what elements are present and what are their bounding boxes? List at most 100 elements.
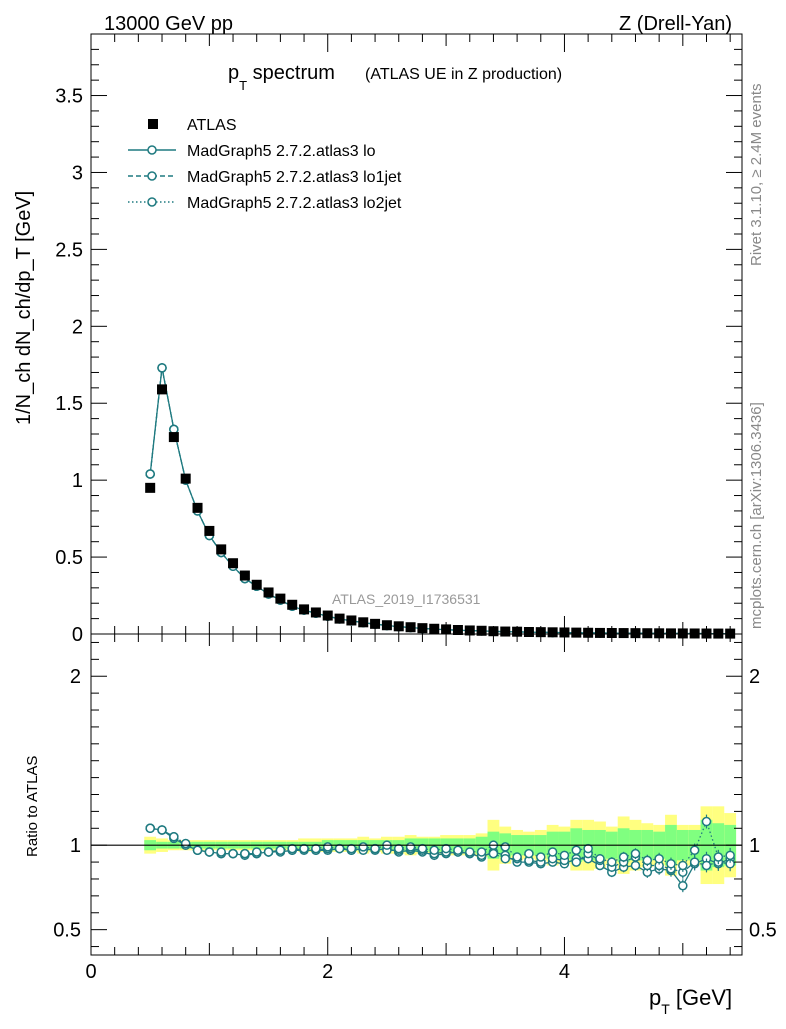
atlas-data-point xyxy=(239,570,250,581)
ratio-y-tick-label: 0.5 xyxy=(53,920,81,942)
y-tick-label: 0 xyxy=(72,624,83,646)
atlas-data-point xyxy=(452,625,463,635)
atlas-data-point xyxy=(180,473,191,484)
y-tick-label: 3 xyxy=(72,162,83,184)
legend-label-lo2jet: MadGraph5 2.7.2.atlas3 lo2jet xyxy=(187,195,402,212)
legend-marker-lo2jet xyxy=(147,197,157,207)
ratio-line-lo1jet xyxy=(150,827,731,873)
ratio-marker-lo2jet xyxy=(192,845,203,856)
atlas-data-point xyxy=(476,625,487,636)
ratio-marker-lo2jet xyxy=(701,816,712,827)
atlas-data-point xyxy=(287,599,298,610)
ratio-marker-lo2jet xyxy=(547,847,558,857)
xlabel-rest: [GeV] xyxy=(670,985,732,1010)
atlas-data-point xyxy=(642,628,653,639)
ratio-marker-lo2jet xyxy=(476,847,487,857)
ratio-marker-lo2jet xyxy=(512,852,522,862)
x-tick-label: 0 xyxy=(85,961,96,983)
ratio-marker-lo2jet xyxy=(334,843,345,854)
atlas-data-point xyxy=(346,615,357,626)
ratio-marker-lo2jet xyxy=(216,847,226,857)
legend-label-lo: MadGraph5 2.7.2.atlas3 lo xyxy=(187,143,376,160)
atlas-data-point xyxy=(547,627,558,638)
ratio-marker-lo2jet xyxy=(240,848,250,859)
ratio-marker-lo2jet xyxy=(536,852,546,862)
ratio-marker-lo2jet xyxy=(157,825,167,835)
atlas-data-point xyxy=(665,628,676,639)
y-tick-label: 3.5 xyxy=(55,86,83,108)
ratio-marker-lo2jet xyxy=(275,845,286,856)
ratio-marker-lo2jet xyxy=(251,847,262,857)
ratio-marker-lo2jet xyxy=(299,843,309,854)
atlas-data-point xyxy=(251,579,262,590)
atlas-data-point xyxy=(381,620,392,631)
atlas-data-point xyxy=(618,628,629,639)
y-tick-label: 1.5 xyxy=(55,393,83,415)
ratio-marker-lo1jet xyxy=(701,860,712,871)
plot-title: pT spectrum xyxy=(228,62,335,93)
ratio-marker-lo2jet xyxy=(429,845,440,856)
ratio-marker-lo2jet xyxy=(441,843,451,854)
analysis-watermark: ATLAS_2019_I1736531 xyxy=(332,591,481,607)
ratio-marker-lo2jet xyxy=(583,843,593,854)
atlas-data-point xyxy=(310,607,321,618)
ratio-marker-lo2jet xyxy=(393,843,404,854)
atlas-data-point xyxy=(405,622,416,633)
y-tick-label: 1 xyxy=(72,470,83,492)
ratio-marker-lo2jet xyxy=(169,831,179,842)
ratio-marker-lo2jet xyxy=(630,848,641,859)
ratio-marker-lo2jet xyxy=(346,843,357,854)
ratio-marker-lo2jet xyxy=(654,853,664,864)
ratio-marker-lo2jet xyxy=(595,853,605,864)
ratio-y-tick-label-right: 2 xyxy=(749,666,760,688)
main-axes: 0 0.5 1 1.5 2 2.5 3 3.5 xyxy=(55,33,743,646)
energy-label: 13000 GeV pp xyxy=(104,13,233,35)
plot-title-rest: spectrum xyxy=(247,62,335,84)
x-tick-label: 2 xyxy=(322,961,333,983)
atlas-data-point xyxy=(322,610,333,621)
plot-title-p: p xyxy=(228,62,239,84)
atlas-data-point xyxy=(429,623,440,634)
ratio-marker-lo2jet xyxy=(180,838,191,849)
ratio-marker-lo2jet xyxy=(666,859,676,869)
atlas-data-point xyxy=(358,617,369,628)
ratio-marker-lo2jet xyxy=(204,847,215,857)
rivet-label: Rivet 3.1.10, ≥ 2.4M events xyxy=(748,84,765,267)
ratio-ylabel: Ratio to ATLAS xyxy=(24,756,41,857)
ratio-marker-lo2jet xyxy=(311,843,321,854)
ratio-marker-lo2jet xyxy=(405,842,416,852)
main-ylabel: 1/N_ch dN_ch/dp_T [GeV] xyxy=(13,191,35,425)
atlas-data-point xyxy=(500,626,511,637)
ratio-marker-lo1jet xyxy=(571,857,582,867)
main-marker-lo2jet xyxy=(157,363,167,373)
atlas-data-point xyxy=(204,525,215,536)
legend-marker-lo1jet xyxy=(147,171,157,181)
ratio-marker-lo2jet xyxy=(417,843,428,854)
ratio-marker-lo2jet xyxy=(559,850,570,861)
ratio-panel: 0 2 4 0.5 0.5 1 1 2 2 Ratio to ATLAS xyxy=(24,633,777,983)
y-tick-label: 2 xyxy=(72,316,83,338)
ratio-marker-lo2jet xyxy=(571,845,582,856)
mcplots-label: mcplots.cern.ch [arXiv:1306.3436] xyxy=(748,402,765,629)
ratio-marker-lo xyxy=(630,860,641,871)
y-tick-label: 0.5 xyxy=(55,547,83,569)
atlas-data-point xyxy=(228,558,239,569)
ratio-marker-lo2jet xyxy=(678,860,688,871)
ratio-marker-lo2jet xyxy=(689,845,700,856)
atlas-data-point xyxy=(334,613,345,624)
main-markers xyxy=(145,363,736,639)
atlas-data-point xyxy=(157,384,168,395)
ratio-y-tick-label: 2 xyxy=(70,666,81,688)
ratio-marker-lo1jet xyxy=(689,857,700,867)
atlas-data-point xyxy=(594,627,605,638)
ratio-marker-lo1jet xyxy=(500,853,511,864)
ratio-y-tick-label-right: 1 xyxy=(749,835,760,857)
y-tick-label: 2.5 xyxy=(55,239,83,261)
ratio-y-tick-label-right: 0.5 xyxy=(749,920,777,942)
atlas-data-point xyxy=(263,587,274,598)
ratio-y-tick-label: 1 xyxy=(70,835,81,857)
legend: ATLAS MadGraph5 2.7.2.atlas3 lo MadGraph… xyxy=(128,117,402,212)
main-marker-lo2jet xyxy=(145,469,155,479)
atlas-data-point xyxy=(275,593,286,604)
